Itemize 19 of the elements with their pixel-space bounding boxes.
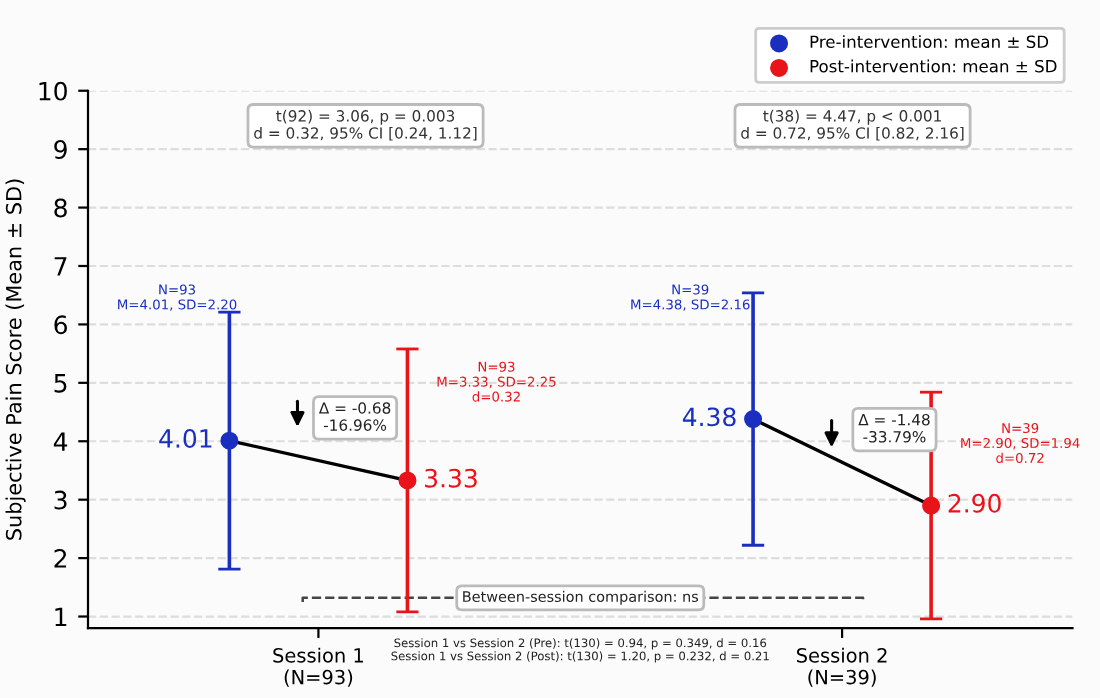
x-tick-label: Session 2 (N=39) — [797, 647, 887, 687]
x-tick-label: Session 1 (N=93) — [273, 647, 363, 687]
data-label: 4.01 — [159, 429, 212, 448]
y-tick-label: 6 — [54, 315, 67, 335]
y-tick-label: 1 — [55, 607, 67, 627]
y-tick-label: 9 — [54, 140, 67, 160]
y-tick-label: 2 — [54, 549, 67, 568]
y-tick-label: 8 — [54, 198, 67, 218]
y-tick-label: 10 — [39, 81, 67, 101]
y-axis-title: Subjective Pain Score (Mean ± SD) — [5, 179, 26, 540]
legend-label: Pre-intervention: mean ± SD — [810, 35, 1049, 49]
legend-label: Post-intervention: mean ± SD — [810, 59, 1057, 73]
data-label: 4.38 — [682, 407, 736, 427]
y-tick-label: 5 — [54, 374, 67, 393]
data-label: 2.90 — [948, 493, 1001, 513]
y-tick-label: 7 — [54, 257, 67, 276]
y-tick-label: 3 — [54, 490, 67, 510]
y-tick-label: 4 — [53, 432, 68, 451]
data-label: 3.33 — [425, 468, 477, 488]
